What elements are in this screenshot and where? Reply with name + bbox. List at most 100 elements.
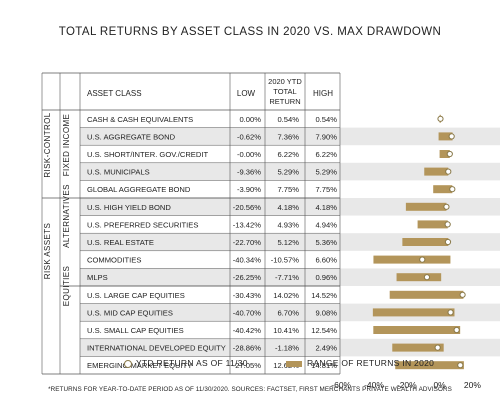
ytd-markers	[419, 115, 466, 369]
x-tick-label: 20%	[464, 380, 481, 390]
subgroup-label-equities: EQUITIES	[62, 266, 71, 307]
row-low-value: -40.70%	[233, 308, 262, 317]
row-high-value: 4.18%	[315, 203, 337, 212]
table-row: U.S. SMALL CAP EQUITIES -40.42% 10.41% 12.5…	[87, 326, 337, 335]
legend-range: RANGE OF RETURNS IN 2020	[286, 358, 434, 368]
row-high-value: 12.54%	[311, 326, 337, 335]
header-ytd-line3: RETURN	[269, 97, 300, 106]
row-asset-class: U.S. MID CAP EQUITIES	[87, 308, 173, 317]
range-bar	[395, 361, 464, 370]
row-stripes	[80, 127, 500, 357]
table-row: U.S. AGGREGATE BOND -0.62% 7.36% 7.90%	[87, 132, 337, 141]
row-low-value: -3.90%	[237, 185, 261, 194]
table-row: INTERNATIONAL DEVELOPED EQUITY -28.86% -1.…	[87, 344, 337, 353]
row-ytd-value: 4.18%	[277, 203, 299, 212]
group-labels: RISK-CONTROL RISK ASSETS FIXED INCOME AL…	[43, 112, 71, 306]
row-asset-class: U.S. REAL ESTATE	[87, 238, 154, 247]
ytd-marker	[449, 186, 456, 193]
x-tick-label: -20%	[397, 380, 417, 390]
table-grid-lines	[41, 72, 341, 375]
table-row: U.S. MUNICIPALS -9.36% 5.29% 5.29%	[87, 168, 337, 177]
row-asset-class: U.S. MUNICIPALS	[87, 168, 150, 177]
range-bar	[417, 220, 448, 229]
ytd-marker	[457, 362, 464, 369]
range-bar	[433, 185, 453, 194]
x-tick-label: -60%	[331, 380, 351, 390]
row-ytd-value: 7.36%	[277, 132, 299, 141]
row-high-value: 14.81%	[311, 361, 337, 370]
table-row: U.S. SHORT/INTER. GOV./CREDIT -0.00% 6.22%…	[87, 150, 337, 159]
row-low-value: -28.86%	[233, 344, 262, 353]
row-high-value: 9.08%	[315, 308, 337, 317]
table-header: ASSET CLASS LOW 2020 YTD TOTAL RETURN HI…	[87, 77, 333, 106]
range-bar	[424, 167, 449, 176]
row-asset-class: EMERGING MARKET EQUITY	[87, 361, 192, 370]
table-row: CASH & CASH EQUIVALENTS 0.00% 0.54% 0.54%	[87, 115, 337, 124]
group-label-risk-control: RISK-CONTROL	[43, 112, 52, 177]
ytd-marker	[453, 326, 460, 334]
row-high-value: 0.54%	[315, 115, 337, 124]
ytd-marker	[419, 256, 426, 263]
row-ytd-value: -1.18%	[275, 344, 299, 353]
row-asset-class: U.S. SMALL CAP EQUITIES	[87, 326, 184, 335]
range-bars	[372, 114, 464, 370]
row-low-value: -13.42%	[233, 220, 262, 229]
row-ytd-value: 5.29%	[277, 168, 299, 177]
row-ytd-value: 5.12%	[277, 238, 299, 247]
row-asset-class: MLPS	[87, 273, 108, 282]
row-stripe	[80, 338, 500, 357]
chart-title: TOTAL RETURNS BY ASSET CLASS IN 2020 VS.…	[58, 26, 442, 38]
row-low-value: -40.42%	[233, 326, 262, 335]
ytd-marker	[459, 291, 466, 298]
row-low-value: -20.56%	[233, 203, 262, 212]
row-ytd-value: 4.93%	[277, 220, 299, 229]
range-bar	[405, 202, 447, 211]
row-asset-class: U.S. PREFERRED SECURITIES	[87, 220, 198, 229]
table-row: U.S. PREFERRED SECURITIES -13.42% 4.93% 4.9…	[87, 220, 337, 229]
range-bar	[438, 132, 453, 141]
header-high: HIGH	[313, 89, 333, 98]
row-high-value: 2.49%	[315, 344, 337, 353]
table-row: U.S. REAL ESTATE -22.70% 5.12% 5.36%	[87, 238, 337, 247]
legend-range-swatch-icon	[286, 360, 302, 367]
row-low-value: 0.00%	[239, 115, 261, 124]
table-row: GLOBAL AGGREGATE BOND -3.90% 7.75% 7.75%	[87, 185, 337, 194]
row-ytd-value: 0.54%	[277, 115, 299, 124]
legend-range-label: RANGE OF RETURNS IN 2020	[307, 358, 435, 368]
ytd-marker	[444, 221, 451, 228]
row-low-value: -0.00%	[237, 150, 261, 159]
row-high-value: 7.75%	[315, 185, 337, 194]
range-bar	[389, 290, 464, 299]
row-stripe	[80, 268, 500, 286]
ytd-marker	[444, 238, 452, 246]
range-bar	[402, 238, 449, 246]
row-ytd-value: 7.75%	[277, 185, 299, 194]
x-tick-label: 0%	[433, 380, 446, 390]
row-stripe	[80, 303, 500, 322]
table-rows: CASH & CASH EQUIVALENTS 0.00% 0.54% 0.54% U.…	[87, 115, 337, 370]
row-ytd-value: 6.22%	[277, 150, 299, 159]
row-low-value: -26.25%	[233, 273, 262, 282]
row-high-value: 5.29%	[315, 168, 337, 177]
row-asset-class: U.S. AGGREGATE BOND	[87, 132, 176, 141]
table-row: U.S. MID CAP EQUITIES -40.70% 6.70% 9.08%	[87, 308, 337, 317]
row-ytd-value: 6.70%	[277, 308, 299, 317]
row-asset-class: CASH & CASH EQUIVALENTS	[87, 115, 193, 124]
row-ytd-value: 10.41%	[273, 326, 299, 335]
row-low-value: -9.36%	[237, 168, 261, 177]
table-row: U.S. HIGH YIELD BOND -20.56% 4.18% 4.18%	[87, 203, 337, 212]
table-row: COMMODITIES -40.34% -10.57% 6.60%	[87, 256, 337, 265]
ytd-marker	[448, 133, 455, 140]
legend-ytd: YTD RETURN AS OF 11/30	[124, 358, 248, 368]
header-asset-class: ASSET CLASS	[87, 89, 142, 98]
legend-ytd-marker-icon	[124, 359, 132, 368]
range-bar	[439, 150, 450, 158]
ytd-marker	[443, 203, 450, 210]
ytd-marker	[445, 168, 452, 175]
row-ytd-value: 14.02%	[273, 291, 299, 300]
group-label-risk-assets: RISK ASSETS	[43, 223, 52, 279]
row-asset-class: U.S. HIGH YIELD BOND	[87, 203, 171, 212]
subgroup-label-fixed-income: FIXED INCOME	[62, 114, 71, 177]
header-ytd-line1: 2020 YTD	[268, 77, 302, 86]
